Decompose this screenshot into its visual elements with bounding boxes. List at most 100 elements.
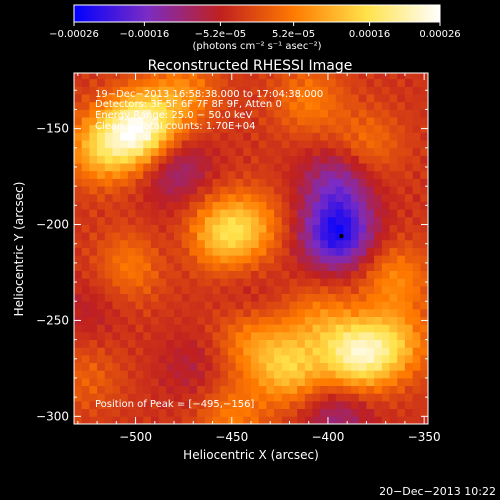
heatmap-cell xyxy=(197,270,206,279)
heatmap-cell xyxy=(327,186,337,195)
heatmap-cell xyxy=(74,239,83,248)
heatmap-cell xyxy=(312,101,321,110)
heatmap-cell xyxy=(258,186,267,195)
y-tick-label: −150 xyxy=(36,122,69,136)
heatmap-cell xyxy=(135,155,144,164)
heatmap-cell xyxy=(420,377,428,387)
heatmap-cell xyxy=(212,255,221,264)
heatmap-cell xyxy=(281,331,290,340)
heatmap-cell xyxy=(135,408,144,417)
heatmap-cell xyxy=(327,393,337,402)
heatmap-cell xyxy=(127,247,136,256)
heatmap-cell xyxy=(374,216,383,225)
heatmap-cell xyxy=(89,78,98,87)
heatmap-cell xyxy=(158,278,167,287)
heatmap-cell xyxy=(366,385,375,394)
heatmap-cell xyxy=(104,224,113,233)
heatmap-cell xyxy=(381,247,390,256)
heatmap-cell xyxy=(104,247,113,256)
heatmap-cell xyxy=(381,178,390,187)
heatmap-cell xyxy=(258,94,267,103)
heatmap-cell xyxy=(412,331,421,340)
heatmap-cell xyxy=(197,308,206,317)
heatmap-cell xyxy=(120,262,129,271)
heatmap-cell xyxy=(251,193,260,202)
heatmap-cell xyxy=(150,86,160,95)
heatmap-cell xyxy=(74,78,83,87)
heatmap-cell xyxy=(320,155,329,164)
heatmap-cell xyxy=(143,117,152,126)
heatmap-cell xyxy=(89,377,98,387)
heatmap-cell xyxy=(358,86,367,95)
heatmap-cell xyxy=(174,86,183,95)
heatmap-cell xyxy=(420,186,428,195)
heatmap-cell xyxy=(127,285,136,294)
heatmap-cell xyxy=(297,239,306,248)
heatmap-cell xyxy=(166,278,175,287)
heatmap-cell xyxy=(143,301,152,310)
heatmap-cell xyxy=(297,293,306,302)
heatmap-cell xyxy=(381,109,390,118)
heatmap-cell xyxy=(174,163,183,172)
heatmap-cell xyxy=(104,370,113,379)
heatmap-cell xyxy=(74,140,83,149)
heatmap-cell xyxy=(220,324,229,333)
heatmap-cell xyxy=(327,216,337,225)
heatmap-cell xyxy=(374,293,383,302)
heatmap-cell xyxy=(120,140,129,149)
heatmap-cell xyxy=(343,239,352,248)
heatmap-cell xyxy=(89,86,98,95)
heatmap-cell xyxy=(227,94,237,103)
heatmap-cell xyxy=(274,78,283,87)
heatmap-cell xyxy=(143,163,152,172)
heatmap-cell xyxy=(281,147,290,156)
heatmap-cell xyxy=(158,201,167,210)
heatmap-cell xyxy=(281,285,290,294)
heatmap-cell xyxy=(258,354,267,364)
heatmap-cell xyxy=(104,109,113,118)
heatmap-cell xyxy=(374,155,383,164)
heatmap-cell xyxy=(97,370,106,379)
footer-timestamp: 20−Dec−2013 10:22 xyxy=(379,485,496,498)
heatmap-cell xyxy=(227,370,237,379)
heatmap-cell xyxy=(327,78,337,87)
heatmap-cell xyxy=(135,101,144,110)
info-annotations: 19−Dec−2013 16:58:38.000 to 17:04:38.000… xyxy=(95,89,323,132)
heatmap-cell xyxy=(212,347,221,356)
heatmap-cell xyxy=(304,370,313,379)
heatmap-cell xyxy=(81,331,90,340)
heatmap-cell xyxy=(235,262,244,271)
heatmap-cell xyxy=(397,73,406,80)
heatmap-cell xyxy=(120,155,129,164)
heatmap-cell xyxy=(189,186,198,195)
heatmap-cell xyxy=(281,124,290,133)
heatmap-cell xyxy=(251,178,260,187)
colorbar: −0.00026 −0.00016 −5.2e−05 5.2e−05 0.00016 0.… xyxy=(49,4,461,52)
heatmap-cell xyxy=(166,94,175,103)
heatmap-cell xyxy=(150,209,160,218)
heatmap-cell xyxy=(120,408,129,417)
heatmap-cell xyxy=(143,331,152,340)
heatmap-cell xyxy=(343,163,352,172)
heatmap-cell xyxy=(381,132,390,141)
heatmap-cell xyxy=(374,385,383,394)
heatmap-cell xyxy=(89,73,98,80)
heatmap-cell xyxy=(397,216,406,225)
heatmap-cell xyxy=(97,163,106,172)
colorbar-strip xyxy=(73,4,441,23)
heatmap-cell xyxy=(404,239,414,248)
heatmap-cell xyxy=(366,416,375,424)
heatmap-cell xyxy=(297,285,306,294)
heatmap-cell xyxy=(251,170,260,179)
heatmap-cell xyxy=(189,393,198,402)
heatmap-cell xyxy=(189,316,198,325)
heatmap-cell xyxy=(150,186,160,195)
heatmap-cell xyxy=(320,73,329,80)
heatmap-cell xyxy=(351,301,360,310)
heatmap-cell xyxy=(266,354,275,364)
heatmap-cell xyxy=(112,209,121,218)
heatmap-cell xyxy=(281,301,290,310)
heatmap-cell xyxy=(197,377,206,387)
heatmap-cell xyxy=(97,78,106,87)
heatmap-cell xyxy=(297,247,306,256)
